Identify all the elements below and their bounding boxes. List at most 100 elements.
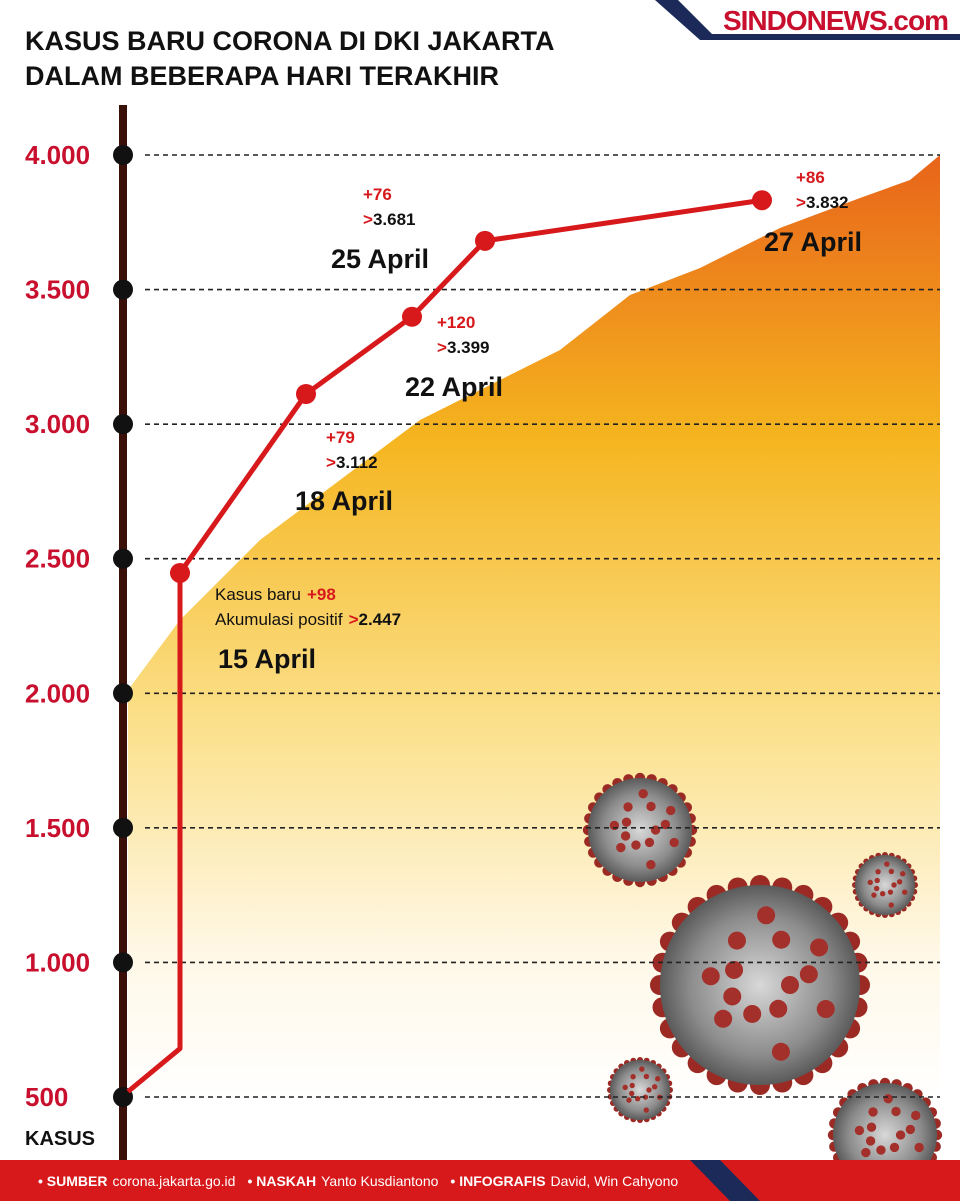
data-point bbox=[296, 383, 316, 404]
virus-spike bbox=[643, 1107, 649, 1113]
marker: > bbox=[349, 610, 359, 629]
date-label: 22 April bbox=[405, 372, 503, 402]
virus-spike bbox=[874, 877, 880, 884]
virus-spike bbox=[854, 1125, 865, 1136]
virus-body bbox=[855, 855, 915, 915]
virus-spike bbox=[646, 860, 656, 870]
virus-spike bbox=[639, 1066, 645, 1072]
marker: > bbox=[363, 210, 373, 229]
virus-spike bbox=[810, 938, 829, 957]
virus-spike bbox=[883, 1094, 893, 1104]
virus-spike bbox=[620, 831, 631, 841]
virus-spike bbox=[626, 1097, 632, 1103]
virus-spike bbox=[888, 868, 895, 875]
y-tick-label: 2.500 bbox=[25, 544, 90, 574]
y-tick-label: 3.000 bbox=[25, 409, 90, 439]
footer-text: Yanto Kusdiantono bbox=[321, 1173, 438, 1189]
virus-spike bbox=[816, 1000, 835, 1019]
virus-spike bbox=[660, 819, 671, 830]
y-tick-label: 500 bbox=[25, 1082, 68, 1112]
virus-spike bbox=[900, 871, 906, 877]
tick-dot bbox=[113, 279, 133, 300]
virus-spike bbox=[888, 902, 894, 908]
virus-spike bbox=[905, 1124, 916, 1135]
new-cases-label: +76 bbox=[363, 185, 392, 204]
virus-spike bbox=[868, 1107, 878, 1117]
y-tick-label: 1.500 bbox=[25, 813, 90, 843]
value-label: 3.681 bbox=[373, 210, 416, 229]
virus-spike bbox=[891, 882, 897, 888]
virus-spike bbox=[623, 802, 633, 812]
virus-spike bbox=[875, 868, 881, 875]
caption: Akumulasi positif bbox=[215, 610, 343, 629]
new-cases-value: +86 bbox=[796, 168, 825, 187]
caption: Kasus baru bbox=[215, 585, 301, 604]
total-label: >3.112 bbox=[326, 453, 378, 472]
virus-spike bbox=[655, 1076, 661, 1082]
virus-spike bbox=[644, 837, 655, 848]
footer-text: David, Win Cahyono bbox=[551, 1173, 679, 1189]
virus-illustrations bbox=[582, 772, 943, 1193]
y-tick-label: 3.500 bbox=[25, 275, 90, 305]
new-cases-value: +120 bbox=[437, 313, 475, 332]
logo: SINDONEWS.com bbox=[723, 5, 948, 36]
virus-spike bbox=[743, 1004, 762, 1023]
tick-dot bbox=[113, 1087, 133, 1107]
virus-body bbox=[660, 885, 860, 1085]
virus-spike bbox=[772, 930, 791, 949]
virus-spike bbox=[896, 879, 903, 885]
virus-spike bbox=[650, 825, 661, 835]
total-label: >3.399 bbox=[437, 338, 489, 357]
virus-spike bbox=[911, 1110, 921, 1121]
y-tick-label: 1.000 bbox=[25, 947, 90, 977]
virus-spike bbox=[630, 1073, 636, 1080]
data-point bbox=[752, 190, 772, 211]
virus-spike bbox=[666, 805, 676, 816]
logo-box bbox=[678, 0, 960, 34]
virus-body bbox=[610, 1060, 670, 1120]
virus-spike bbox=[769, 999, 788, 1018]
tick-dot bbox=[113, 683, 133, 704]
virus-spike bbox=[891, 1106, 901, 1117]
new-cases-value: +98 bbox=[307, 585, 336, 604]
virus-spike bbox=[757, 906, 776, 925]
virus-spike bbox=[879, 890, 886, 897]
date-label: 15 April bbox=[218, 644, 316, 674]
total-label: Akumulasi positif >2.447 bbox=[215, 610, 401, 629]
virus-spike bbox=[714, 1009, 733, 1028]
title: KASUS BARU CORONA DI DKI JAKARTA bbox=[25, 26, 555, 56]
virus-spike bbox=[866, 1122, 877, 1132]
footer-label: • SUMBER bbox=[38, 1173, 107, 1189]
value-label: 3.112 bbox=[336, 453, 378, 472]
new-cases-label: +120 bbox=[437, 313, 475, 332]
tick-dot bbox=[113, 145, 133, 165]
marker: > bbox=[437, 338, 447, 357]
new-cases-label: +86 bbox=[796, 168, 825, 187]
total-label: >3.832 bbox=[796, 193, 848, 212]
virus-spike bbox=[895, 1130, 906, 1140]
virus-spike bbox=[628, 1090, 635, 1097]
y-tick-label: 2.000 bbox=[25, 678, 90, 708]
virus-spike bbox=[871, 892, 877, 898]
y-unit: KASUS bbox=[25, 1128, 95, 1150]
virus-spike bbox=[651, 1084, 658, 1090]
virus-spike bbox=[771, 1042, 790, 1061]
footer-label: • INFOGRAFIS bbox=[450, 1173, 545, 1189]
data-point bbox=[475, 230, 495, 251]
virus-spike bbox=[781, 976, 799, 994]
virus-body bbox=[588, 778, 692, 882]
virus-spike bbox=[701, 967, 720, 986]
virus-spike bbox=[621, 817, 632, 827]
value-label: 3.399 bbox=[447, 338, 490, 357]
virus-spike bbox=[622, 1084, 628, 1091]
virus-spike bbox=[642, 1094, 649, 1100]
value-label: 3.832 bbox=[806, 193, 849, 212]
virus-spike bbox=[873, 885, 880, 892]
new-cases-value: +76 bbox=[363, 185, 392, 204]
date-label: 27 April bbox=[764, 227, 862, 257]
date-label: 18 April bbox=[295, 486, 393, 516]
footer-label: • NASKAH bbox=[247, 1173, 316, 1189]
new-cases-label: +79 bbox=[326, 428, 355, 447]
virus-spike bbox=[631, 840, 641, 850]
